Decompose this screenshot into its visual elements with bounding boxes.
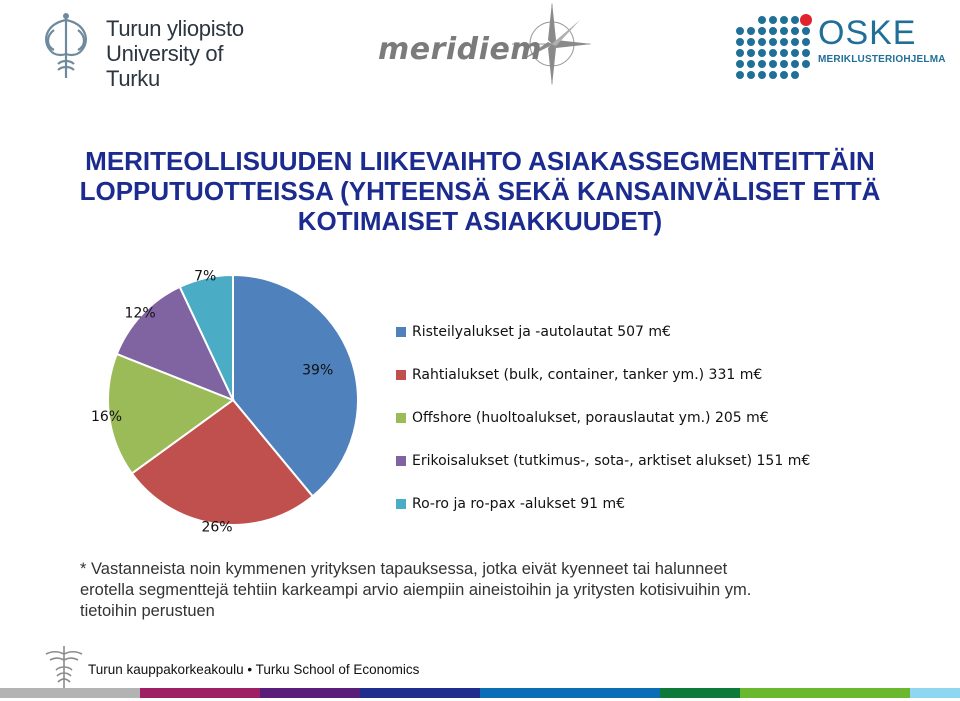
oske-dot — [791, 60, 799, 68]
stripe-segment — [660, 688, 740, 698]
pie-slices — [107, 273, 359, 526]
oske-dot — [758, 71, 766, 79]
stripe-segment — [360, 688, 480, 698]
university-name-english: University of Turku — [106, 41, 224, 91]
meridiem-wordmark: meridiem — [378, 32, 543, 67]
pie-slice-label-4: 12% — [125, 306, 156, 322]
slide-title: MERITEOLLISUUDEN LIIKEVAIHTO ASIAKASSEGM… — [40, 146, 920, 236]
university-name-finnish: Turun yliopisto — [106, 16, 244, 41]
legend-swatch — [396, 499, 406, 509]
legend-item-1: Risteilyalukset ja -autolautat 507 m€ — [396, 322, 671, 342]
footnote-line-1: * Vastanneista noin kymmenen yrityksen t… — [80, 560, 728, 578]
legend-swatch — [396, 370, 406, 380]
oske-dot — [802, 27, 810, 35]
oske-dot — [758, 16, 766, 24]
footer-school-name: Turun kauppakorkeakoulu • Turku School o… — [88, 662, 420, 677]
oske-subtitle: MERIKLUSTERIOHJELMA — [818, 54, 946, 65]
oske-dot — [747, 60, 755, 68]
meridiem-logo: meridiem — [372, 2, 592, 88]
oske-dot — [769, 60, 777, 68]
pie-slice-3 — [107, 352, 236, 475]
footnote-line-2: erotella segmenttejä tehtiin karkeampi a… — [80, 581, 752, 599]
oske-dot — [747, 27, 755, 35]
oske-dot — [736, 27, 744, 35]
university-emblem-icon — [45, 13, 87, 78]
pie-slice-label-5: 7% — [194, 270, 216, 285]
oske-dot — [769, 38, 777, 46]
oske-wordmark: OSKE — [818, 14, 917, 52]
oske-dot — [758, 38, 766, 46]
legend-label: Ro-ro ja ro-pax -alukset 91 m€ — [412, 496, 626, 512]
legend-label: Erikoisalukset (tutkimus-, sota-, arktis… — [412, 453, 811, 469]
oske-dot — [791, 16, 799, 24]
oske-dot — [769, 71, 777, 79]
oske-dot — [769, 16, 777, 24]
university-of-turku-logo: Turun yliopisto University of Turku — [36, 10, 276, 91]
pie-slice-label-3: 16% — [91, 409, 122, 425]
compass-star-icon — [512, 2, 592, 86]
stripe-segment — [0, 688, 140, 698]
legend-item-3: Offshore (huoltoalukset, porauslautat ym… — [396, 408, 769, 428]
oske-dot — [780, 38, 788, 46]
stripe-segment — [480, 688, 660, 698]
oske-dot — [780, 60, 788, 68]
oske-dot — [736, 60, 744, 68]
oske-dot — [758, 60, 766, 68]
oske-dot — [780, 49, 788, 57]
oske-dot — [780, 27, 788, 35]
oske-dot — [736, 38, 744, 46]
university-name: Turun yliopisto University of Turku — [106, 16, 276, 91]
pie-slice-1 — [232, 273, 359, 498]
oske-dot — [769, 27, 777, 35]
oske-dot — [769, 49, 777, 57]
pie-slice-2 — [130, 398, 315, 526]
oske-dot — [747, 38, 755, 46]
footer-emblem-icon — [45, 646, 83, 688]
pie-slice-label-2: 26% — [201, 520, 232, 536]
oske-dot — [791, 49, 799, 57]
legend-item-2: Rahtialukset (bulk, container, tanker ym… — [396, 365, 762, 385]
oske-dot — [736, 71, 744, 79]
oske-logo: OSKE MERIKLUSTERIOHJELMA — [734, 14, 946, 84]
legend-label: Rahtialukset (bulk, container, tanker ym… — [412, 367, 763, 383]
footer-color-stripe — [0, 688, 960, 698]
oske-dot — [802, 49, 810, 57]
pie-slice-label-1: 39% — [302, 363, 333, 379]
stripe-segment — [740, 688, 910, 698]
legend-swatch — [396, 413, 406, 423]
legend-swatch — [396, 327, 406, 337]
footnote: * Vastanneista noin kymmenen yrityksen t… — [80, 559, 870, 622]
oske-dot — [800, 14, 812, 26]
oske-dot — [791, 38, 799, 46]
oske-dot — [802, 38, 810, 46]
pie-slice-5 — [178, 273, 234, 401]
legend-label: Offshore (huoltoalukset, porauslautat ym… — [412, 410, 769, 426]
pie-chart: 39% 26% 16% 12% 7% — [91, 270, 359, 536]
oske-dot-grid-icon — [736, 14, 812, 79]
oske-dot — [758, 27, 766, 35]
oske-dot — [791, 71, 799, 79]
oske-dot — [780, 16, 788, 24]
oske-dot — [747, 49, 755, 57]
slide-title-line-3: KOTIMAISET ASIAKKUUDET) — [297, 206, 663, 236]
pie-slice-labels: 39% 26% 16% 12% 7% — [91, 270, 333, 536]
footnote-line-3: tietoihin perustuen — [80, 602, 215, 620]
stripe-segment — [140, 688, 260, 698]
legend-item-4: Erikoisalukset (tutkimus-, sota-, arktis… — [396, 451, 810, 471]
oske-dot — [802, 60, 810, 68]
slide-title-line-1: MERITEOLLISUUDEN LIIKEVAIHTO ASIAKASSEGM… — [85, 146, 875, 176]
oske-dot — [791, 27, 799, 35]
legend-item-5: Ro-ro ja ro-pax -alukset 91 m€ — [396, 494, 625, 514]
legend-swatch — [396, 456, 406, 466]
oske-dot — [736, 49, 744, 57]
oske-dot — [758, 49, 766, 57]
stripe-segment — [260, 688, 360, 698]
slide-title-line-2: LOPPUTUOTTEISSA (YHTEENSÄ SEKÄ KANSAINVÄ… — [79, 176, 881, 206]
legend-label: Risteilyalukset ja -autolautat 507 m€ — [412, 324, 671, 340]
stripe-segment — [910, 688, 960, 698]
pie-slice-4 — [115, 285, 235, 402]
oske-dot — [747, 71, 755, 79]
oske-dot — [780, 71, 788, 79]
